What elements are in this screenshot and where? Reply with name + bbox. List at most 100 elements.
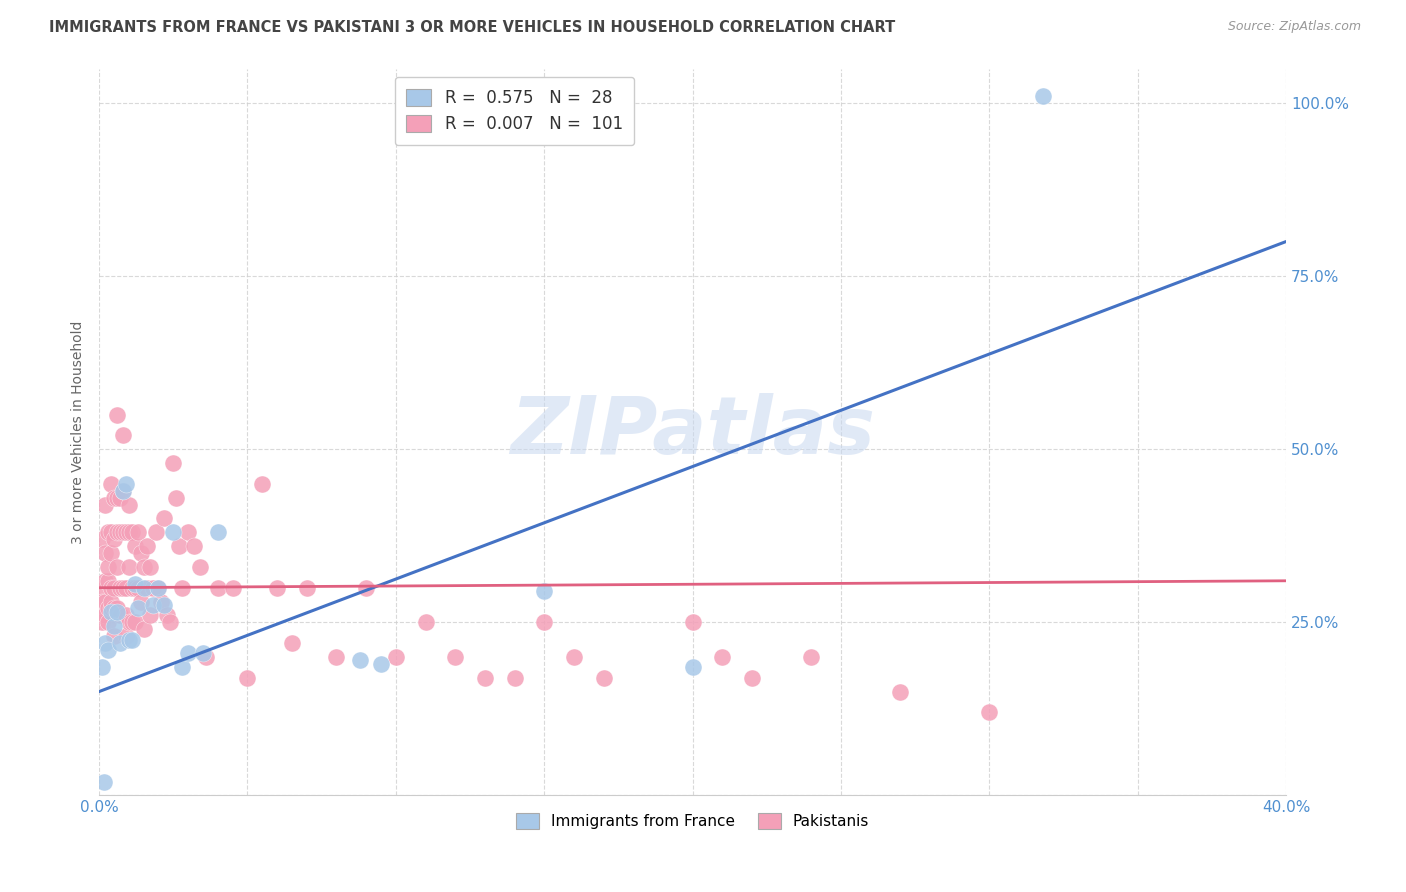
Point <box>135 581 157 595</box>
Point <box>172 660 194 674</box>
Point <box>103 619 125 633</box>
Point <box>97 574 120 588</box>
Point <box>108 608 131 623</box>
Point <box>100 601 122 615</box>
Point <box>162 525 184 540</box>
Point <box>682 615 704 630</box>
Point <box>415 615 437 630</box>
Point <box>349 653 371 667</box>
Point <box>91 615 114 630</box>
Point <box>711 649 734 664</box>
Point <box>129 546 152 560</box>
Point <box>194 649 217 664</box>
Point <box>188 560 211 574</box>
Point <box>533 584 555 599</box>
Point <box>105 525 128 540</box>
Point <box>153 511 176 525</box>
Point <box>138 560 160 574</box>
Point <box>111 428 134 442</box>
Point <box>145 525 167 540</box>
Point <box>741 671 763 685</box>
Point <box>114 476 136 491</box>
Text: IMMIGRANTS FROM FRANCE VS PAKISTANI 3 OR MORE VEHICLES IN HOUSEHOLD CORRELATION : IMMIGRANTS FROM FRANCE VS PAKISTANI 3 OR… <box>49 20 896 35</box>
Point <box>97 643 120 657</box>
Point <box>97 601 120 615</box>
Point <box>118 525 141 540</box>
Point <box>114 608 136 623</box>
Point <box>153 598 176 612</box>
Point <box>562 649 585 664</box>
Point <box>1032 89 1054 103</box>
Point <box>252 476 274 491</box>
Point <box>100 525 122 540</box>
Point <box>266 581 288 595</box>
Point <box>91 660 114 674</box>
Point <box>94 546 117 560</box>
Point <box>118 560 141 574</box>
Y-axis label: 3 or more Vehicles in Household: 3 or more Vehicles in Household <box>72 320 86 543</box>
Point <box>121 581 143 595</box>
Point <box>979 706 1001 720</box>
Point <box>124 539 146 553</box>
Point <box>94 594 117 608</box>
Point <box>141 598 163 612</box>
Point <box>100 605 122 619</box>
Point <box>103 491 125 505</box>
Point <box>94 608 117 623</box>
Point <box>503 671 526 685</box>
Point <box>183 539 205 553</box>
Point <box>105 560 128 574</box>
Point <box>114 525 136 540</box>
Point <box>385 649 408 664</box>
Point <box>354 581 377 595</box>
Point <box>100 581 122 595</box>
Point <box>124 615 146 630</box>
Text: Source: ZipAtlas.com: Source: ZipAtlas.com <box>1227 20 1361 33</box>
Point <box>114 581 136 595</box>
Point <box>156 608 179 623</box>
Point <box>100 546 122 560</box>
Point <box>111 581 134 595</box>
Point <box>103 533 125 547</box>
Point <box>682 660 704 674</box>
Point <box>177 647 200 661</box>
Point <box>94 574 117 588</box>
Point <box>236 671 259 685</box>
Point <box>97 615 120 630</box>
Point <box>159 615 181 630</box>
Point <box>150 594 173 608</box>
Point <box>167 539 190 553</box>
Point <box>135 539 157 553</box>
Point <box>105 605 128 619</box>
Point <box>138 608 160 623</box>
Point <box>127 525 149 540</box>
Point <box>91 533 114 547</box>
Point <box>94 636 117 650</box>
Point <box>111 525 134 540</box>
Point <box>91 581 114 595</box>
Point <box>370 657 392 671</box>
Point <box>162 456 184 470</box>
Point <box>124 581 146 595</box>
Point <box>100 476 122 491</box>
Point <box>533 615 555 630</box>
Point <box>207 581 229 595</box>
Point <box>91 608 114 623</box>
Point <box>165 491 187 505</box>
Point <box>118 498 141 512</box>
Point <box>221 581 243 595</box>
Point <box>103 581 125 595</box>
Point <box>121 525 143 540</box>
Point <box>105 601 128 615</box>
Point <box>105 491 128 505</box>
Point <box>127 601 149 615</box>
Point <box>474 671 496 685</box>
Point <box>177 525 200 540</box>
Point <box>325 649 347 664</box>
Point <box>148 581 170 595</box>
Point <box>127 581 149 595</box>
Point <box>103 601 125 615</box>
Point <box>108 525 131 540</box>
Point <box>103 629 125 643</box>
Point <box>800 649 823 664</box>
